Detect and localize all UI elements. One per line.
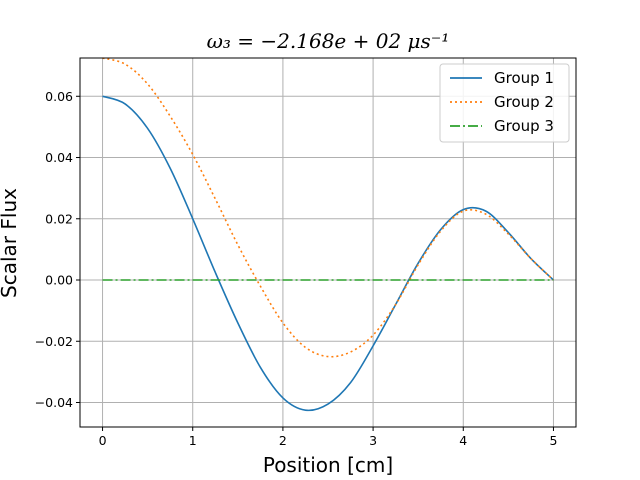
series-line-group-1 (102, 95, 555, 412)
series-line-group-2 (102, 57, 555, 358)
legend: Group 1 Group 2 Group 3 (439, 63, 570, 143)
y-tick-label: 0.00 (45, 273, 73, 288)
x-tick-label: 0 (99, 433, 107, 448)
legend-box (439, 63, 570, 143)
y-tick-label: −0.04 (35, 395, 73, 410)
series-layer (102, 57, 555, 412)
x-tick-label: 3 (369, 433, 377, 448)
chart-title: ω₃ = −2.168e + 02 μs⁻¹ (207, 29, 450, 53)
plot-frame (79, 57, 577, 428)
x-axis-label: Position [cm] (263, 453, 393, 477)
x-axis-ticks: 0 1 2 3 4 5 (99, 427, 557, 448)
x-tick-label: 4 (459, 433, 467, 448)
y-axis-ticks: −0.04 −0.02 0.00 0.02 0.04 0.06 (35, 89, 80, 410)
y-tick-label: 0.04 (45, 150, 73, 165)
y-tick-label: 0.06 (45, 89, 73, 104)
y-tick-label: 0.02 (45, 211, 73, 226)
legend-label-group-1: Group 1 (494, 69, 554, 87)
x-tick-label: 5 (549, 433, 557, 448)
legend-label-group-2: Group 2 (494, 93, 554, 111)
y-tick-label: −0.02 (35, 334, 73, 349)
x-tick-label: 2 (279, 433, 287, 448)
x-tick-label: 1 (189, 433, 197, 448)
legend-label-group-3: Group 3 (494, 117, 554, 135)
y-axis-label: Scalar Flux (0, 188, 21, 298)
